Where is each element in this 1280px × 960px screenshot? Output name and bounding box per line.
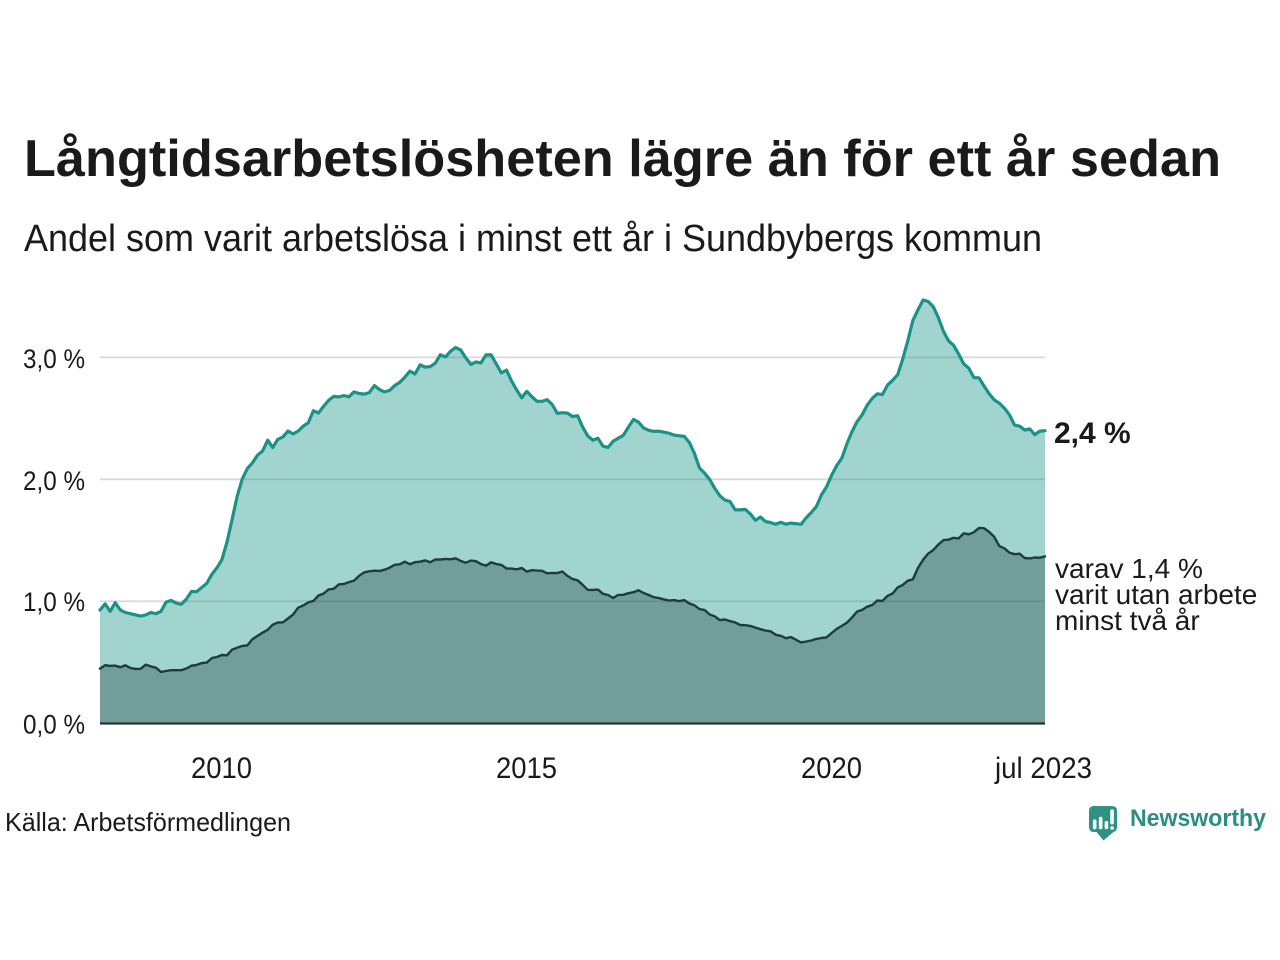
svg-text:Källa: Arbetsförmedlingen: Källa: Arbetsförmedlingen [5,807,291,837]
svg-text:Newsworthy: Newsworthy [1130,805,1267,832]
svg-text:2010: 2010 [191,752,252,785]
svg-text:jul 2023: jul 2023 [994,752,1092,785]
svg-text:Långtidsarbetslösheten lägre ä: Långtidsarbetslösheten lägre än för ett … [24,130,1221,188]
svg-text:Andel som varit arbetslösa i m: Andel som varit arbetslösa i minst ett å… [24,218,1042,260]
svg-text:1,0 %: 1,0 % [23,587,85,617]
svg-text:varav 1,4 %: varav 1,4 % [1055,553,1203,584]
svg-text:2,0 %: 2,0 % [23,466,85,496]
svg-text:3,0 %: 3,0 % [23,344,85,374]
svg-text:2,4 %: 2,4 % [1054,417,1131,450]
svg-text:varit utan arbete: varit utan arbete [1055,579,1257,610]
svg-text:2015: 2015 [496,752,557,785]
svg-text:2020: 2020 [801,752,862,785]
svg-text:minst två år: minst två år [1055,605,1200,636]
svg-text:0,0 %: 0,0 % [23,710,85,740]
